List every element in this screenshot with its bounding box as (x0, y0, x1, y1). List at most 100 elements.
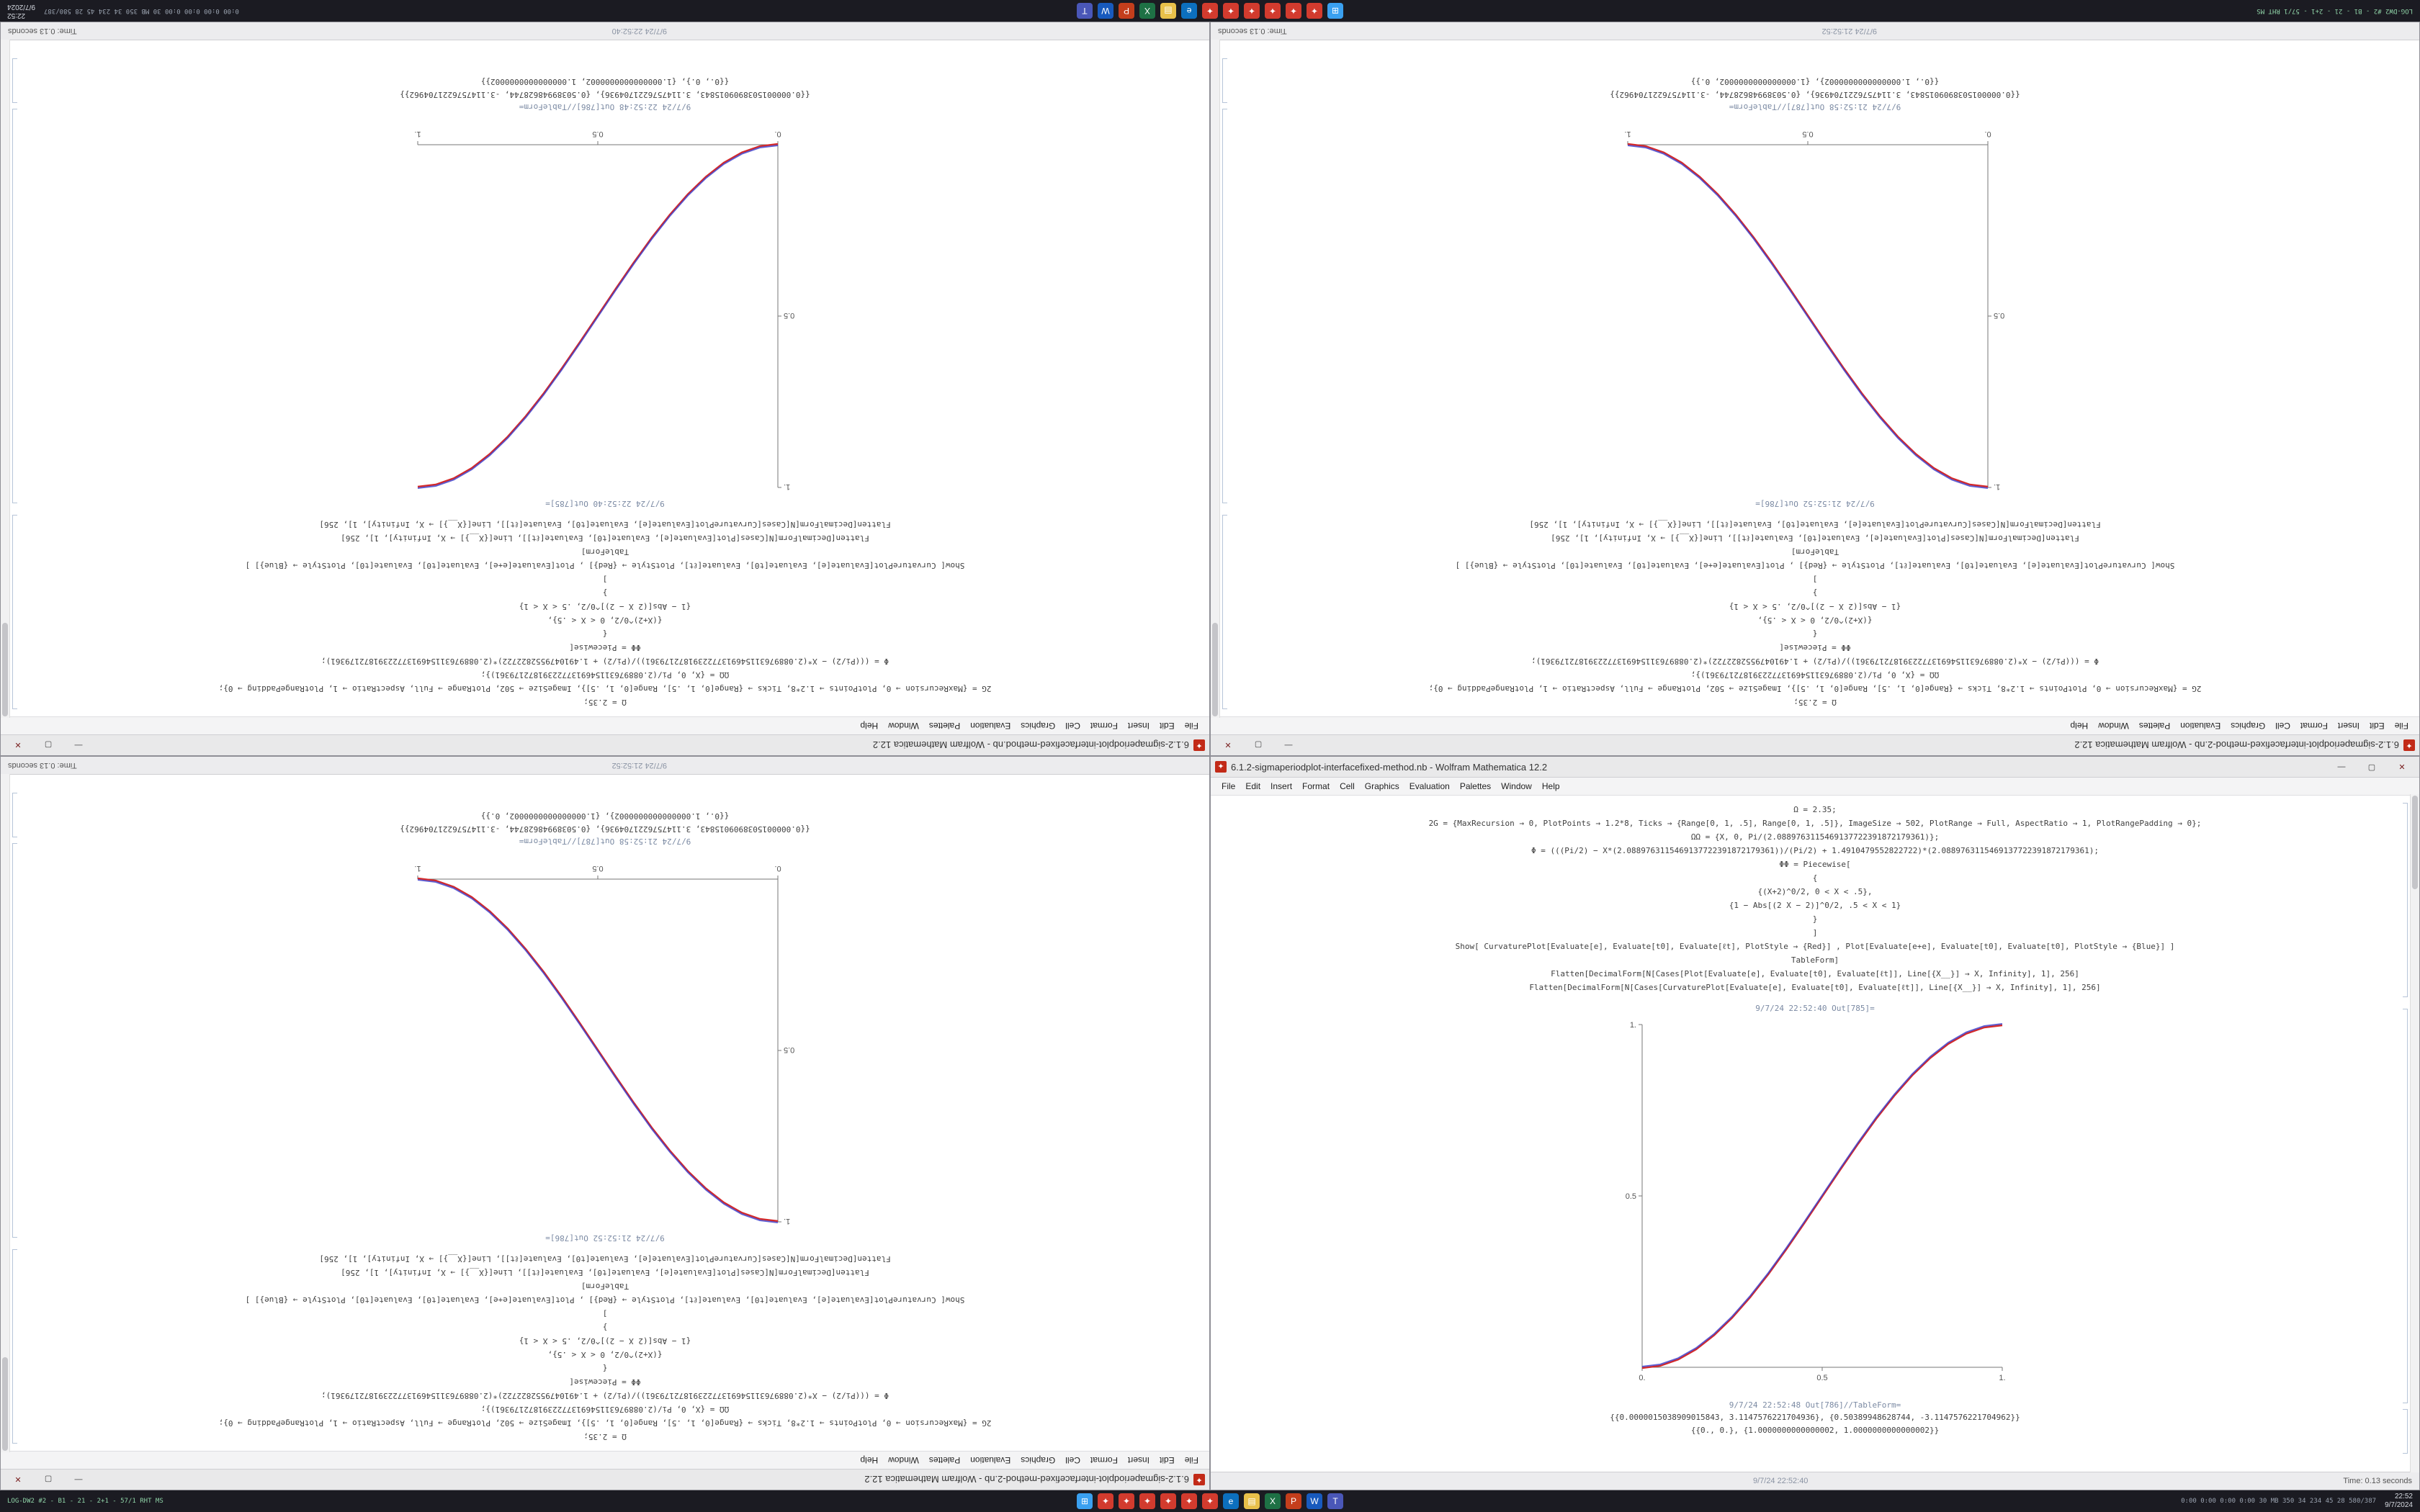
excel-icon[interactable]: X (1265, 1493, 1281, 1509)
code-line[interactable]: {1 − Abs[(2 X − 2)]^0/2, .5 < X < 1} (519, 1336, 691, 1346)
menu-item[interactable]: Graphics (1021, 721, 1056, 731)
minimize-button[interactable]: — (2337, 762, 2346, 771)
cell-bracket[interactable] (12, 793, 17, 837)
menu-item[interactable]: Help (860, 721, 879, 731)
mathematica-2-icon[interactable]: ✦ (1119, 1493, 1134, 1509)
code-line[interactable]: Ω = 2.35; (583, 698, 627, 707)
menu-item[interactable]: File (1184, 721, 1198, 731)
maximize-button[interactable]: ▢ (44, 740, 53, 750)
code-line[interactable]: Flatten[DecimalForm[N[Cases[CurvaturePlo… (1529, 520, 2101, 529)
system-tray[interactable]: 0:00 0:00 0:00 0:00 30 MB 350 34 234 45 … (7, 2, 239, 19)
menu-item[interactable]: Graphics (1021, 1455, 1056, 1465)
code-line[interactable]: ΦΦ = Piecewise[ (569, 1377, 641, 1387)
mathematica-4-icon[interactable]: ✦ (1160, 1493, 1176, 1509)
code-line[interactable]: {(X+2)^0/2, 0 < X < .5}, (1757, 887, 1873, 896)
code-line[interactable]: Show[ CurvaturePlot[Evaluate[e], Evaluat… (1455, 561, 2175, 570)
mathematica-5-icon[interactable]: ✦ (1223, 3, 1239, 19)
window-titlebar[interactable]: ✦ 6.1.2-sigmaperiodplot-interfacefixed-m… (1, 734, 1209, 755)
minimize-button[interactable]: — (74, 741, 83, 750)
scrollbar-thumb[interactable] (2, 1357, 8, 1451)
menu-item[interactable]: Palettes (928, 721, 961, 731)
cell-bracket[interactable] (1222, 109, 1227, 503)
vertical-scrollbar[interactable] (1211, 40, 1220, 718)
code-line[interactable]: Φ = (((Pi/2) − X*(2.08897631154691377223… (321, 1391, 889, 1400)
minimize-button[interactable]: — (74, 1475, 83, 1484)
code-line[interactable]: ΦΦ = Piecewise[ (1779, 643, 1851, 652)
maximize-button[interactable]: ▢ (2367, 762, 2376, 772)
code-line[interactable]: Φ = (((Pi/2) − X*(2.08897631154691377223… (1531, 657, 2099, 666)
code-line[interactable]: 2G = {MaxRecursion → 0, PlotPoints → 1.2… (218, 1418, 992, 1428)
maximize-button[interactable]: ▢ (1254, 740, 1263, 750)
code-line[interactable]: TableForm] (581, 1282, 629, 1291)
code-line[interactable]: { (1812, 873, 1818, 883)
menu-item[interactable]: Cell (2275, 721, 2290, 731)
code-line[interactable]: {(X+2)^0/2, 0 < X < .5}, (547, 616, 663, 625)
code-line[interactable]: ] (602, 575, 608, 584)
menu-item[interactable]: Edit (1245, 781, 1261, 791)
code-line[interactable]: } (1812, 588, 1818, 598)
menu-item[interactable]: Insert (2337, 721, 2360, 731)
taskbar-clock[interactable]: 22:52 9/7/2024 (7, 2, 35, 19)
menu-item[interactable]: Evaluation (2180, 721, 2221, 731)
vertical-scrollbar[interactable] (1, 40, 10, 718)
vertical-scrollbar[interactable] (1, 774, 10, 1452)
window-titlebar[interactable]: ✦ 6.1.2-sigmaperiodplot-interfacefixed-m… (1211, 734, 2419, 755)
file-explorer-icon[interactable]: ▤ (1160, 3, 1176, 19)
window-titlebar[interactable]: ✦ 6.1.2-sigmaperiodplot-interfacefixed-m… (1211, 757, 2419, 778)
scrollbar-thumb[interactable] (2, 623, 8, 716)
menu-item[interactable]: Cell (1340, 781, 1355, 791)
mathematica-window-bottom-left[interactable]: ✦ 6.1.2-sigmaperiodplot-interfacefixed-m… (0, 756, 1210, 1490)
code-line[interactable]: { (602, 629, 608, 639)
teams-icon[interactable]: T (1077, 3, 1093, 19)
menu-item[interactable]: Cell (1065, 721, 1080, 731)
menu-item[interactable]: File (1222, 781, 1236, 791)
code-line[interactable]: Flatten[DecimalForm[N[Cases[CurvaturePlo… (1529, 983, 2101, 992)
vertical-scrollbar[interactable] (2410, 794, 2419, 1472)
code-line[interactable]: Show[ CurvaturePlot[Evaluate[e], Evaluat… (1455, 942, 2175, 951)
close-button[interactable]: ✕ (14, 740, 22, 750)
powerpoint-icon[interactable]: P (1286, 1493, 1301, 1509)
notebook-content[interactable]: Ω = 2.35; 2G = {MaxRecursion → 0, PlotPoi… (1, 40, 1209, 716)
mathematica-1-icon[interactable]: ✦ (1307, 3, 1322, 19)
code-line[interactable]: {1 − Abs[(2 X − 2)]^0/2, .5 < X < 1} (1729, 901, 1901, 910)
code-line[interactable]: Φ = (((Pi/2) − X*(2.08897631154691377223… (1531, 846, 2099, 855)
close-button[interactable]: ✕ (2398, 762, 2406, 772)
code-line[interactable]: 2G = {MaxRecursion → 0, PlotPoints → 1.2… (218, 684, 992, 693)
close-button[interactable]: ✕ (14, 1475, 22, 1484)
start-icon[interactable]: ⊞ (1327, 3, 1343, 19)
word-icon[interactable]: W (1307, 1493, 1322, 1509)
code-line[interactable]: Show[ CurvaturePlot[Evaluate[e], Evaluat… (245, 1295, 965, 1305)
cell-bracket[interactable] (12, 843, 17, 1238)
cell-bracket[interactable] (12, 109, 17, 503)
edge-browser-icon[interactable]: e (1181, 3, 1197, 19)
menu-item[interactable]: Insert (1127, 1455, 1150, 1465)
code-line[interactable]: Ω = 2.35; (1793, 805, 1837, 814)
notebook-content[interactable]: Ω = 2.35; 2G = {MaxRecursion → 0, PlotPoi… (1211, 796, 2419, 1472)
start-icon[interactable]: ⊞ (1077, 1493, 1093, 1509)
notebook-content[interactable]: Ω = 2.35; 2G = {MaxRecursion → 0, PlotPoi… (1, 775, 1209, 1451)
menu-item[interactable]: Window (1501, 781, 1532, 791)
menu-item[interactable]: Evaluation (1409, 781, 1450, 791)
mathematica-6-icon[interactable]: ✦ (1202, 1493, 1218, 1509)
mathematica-5-icon[interactable]: ✦ (1181, 1493, 1197, 1509)
menu-item[interactable]: Palettes (928, 1455, 961, 1465)
code-line[interactable]: TableForm] (1791, 547, 1839, 557)
system-tray[interactable]: 0:00 0:00 0:00 0:00 30 MB 350 34 234 45 … (2181, 1493, 2413, 1510)
mathematica-window-top-right[interactable]: ✦ 6.1.2-sigmaperiodplot-interfacefixed-m… (1210, 22, 2420, 756)
code-line[interactable]: Flatten[DecimalForm[N[Cases[Plot[Evaluat… (341, 1268, 869, 1277)
mathematica-1-icon[interactable]: ✦ (1098, 1493, 1113, 1509)
code-line[interactable]: Φ = (((Pi/2) − X*(2.08897631154691377223… (321, 657, 889, 666)
code-line[interactable]: {1 − Abs[(2 X − 2)]^0/2, .5 < X < 1} (519, 602, 691, 611)
code-line[interactable]: ΩΩ = {X, 0, Pi/(2.0889763115469137722391… (1690, 832, 1940, 842)
code-line[interactable]: ] (1812, 928, 1818, 937)
code-line[interactable]: Ω = 2.35; (1793, 698, 1837, 707)
menu-item[interactable]: File (2394, 721, 2408, 731)
code-line[interactable]: {1 − Abs[(2 X − 2)]^0/2, .5 < X < 1} (1729, 602, 1901, 611)
maximize-button[interactable]: ▢ (44, 1475, 53, 1484)
menu-item[interactable]: Graphics (2231, 721, 2266, 731)
code-line[interactable]: ΩΩ = {X, 0, Pi/(2.0889763115469137722391… (480, 1405, 730, 1414)
powerpoint-icon[interactable]: P (1119, 3, 1134, 19)
code-line[interactable]: {(X+2)^0/2, 0 < X < .5}, (547, 1350, 663, 1359)
code-line[interactable]: TableForm] (581, 547, 629, 557)
menu-item[interactable]: Evaluation (970, 721, 1011, 731)
